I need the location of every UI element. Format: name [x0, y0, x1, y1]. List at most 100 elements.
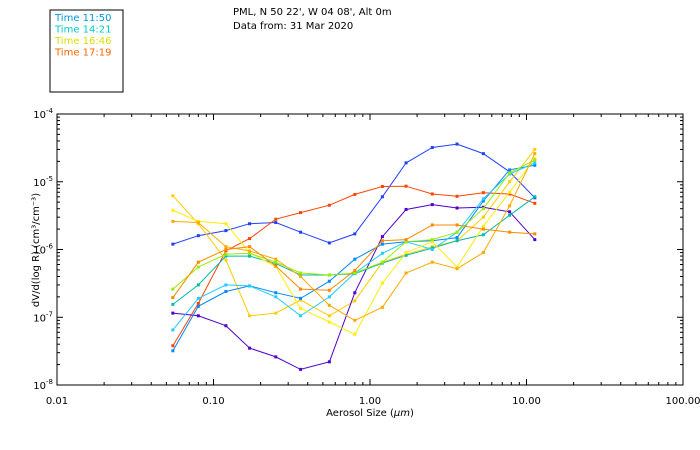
data-point	[171, 344, 175, 348]
data-point	[481, 251, 485, 255]
data-point	[196, 221, 200, 225]
data-point	[224, 245, 228, 249]
data-point	[171, 219, 175, 223]
data-point	[171, 208, 175, 212]
data-point	[380, 260, 384, 264]
data-point	[508, 230, 512, 234]
legend-entry: Time 17:19	[54, 48, 111, 59]
data-point	[327, 303, 331, 307]
data-point	[508, 190, 512, 194]
data-point	[327, 320, 331, 324]
data-point	[455, 267, 459, 271]
data-point	[327, 295, 331, 299]
data-point	[224, 283, 228, 287]
data-point	[533, 163, 537, 167]
data-point	[248, 222, 252, 226]
data-point	[508, 204, 512, 208]
data-point	[481, 224, 485, 228]
data-point	[274, 257, 278, 261]
data-point	[404, 253, 408, 257]
data-point	[508, 213, 512, 217]
data-point	[455, 265, 459, 269]
data-point	[404, 161, 408, 165]
data-point	[224, 252, 228, 256]
data-point	[224, 222, 228, 226]
data-point	[430, 260, 434, 264]
data-point	[248, 254, 252, 258]
data-point	[508, 171, 512, 175]
station-info: PML, N 50 22', W 04 08', Alt 0m	[233, 7, 392, 18]
data-point	[248, 249, 252, 253]
data-point	[171, 194, 175, 198]
data-point	[171, 328, 175, 332]
data-point	[274, 217, 278, 221]
data-point	[380, 235, 384, 239]
data-point	[248, 245, 252, 249]
data-point	[353, 299, 357, 303]
data-point	[481, 215, 485, 219]
data-point	[274, 260, 278, 264]
data-point	[508, 168, 512, 172]
data-point	[404, 251, 408, 255]
data-point	[481, 191, 485, 195]
data-point	[380, 305, 384, 309]
data-point	[533, 232, 537, 236]
data-point	[274, 295, 278, 299]
data-point	[533, 161, 537, 165]
x-tick-label: 0.10	[202, 396, 224, 407]
data-point	[171, 302, 175, 306]
data-point	[171, 349, 175, 353]
data-point	[508, 180, 512, 184]
data-point	[353, 257, 357, 261]
data-point	[353, 192, 357, 196]
data-point	[533, 147, 537, 151]
data-point	[196, 314, 200, 318]
data-point	[248, 284, 252, 288]
data-point	[455, 223, 459, 227]
data-point	[430, 203, 434, 207]
data-point	[380, 251, 384, 255]
data-point	[299, 296, 303, 300]
data-point	[455, 206, 459, 210]
data-point	[327, 279, 331, 283]
data-point	[327, 288, 331, 292]
data-point	[481, 233, 485, 237]
y-tick-label: 10-6	[33, 243, 53, 257]
data-point	[327, 203, 331, 207]
data-point	[248, 237, 252, 241]
data-point	[380, 281, 384, 285]
data-point	[196, 304, 200, 308]
data-point	[404, 238, 408, 242]
data-point	[353, 232, 357, 236]
data-point	[481, 197, 485, 201]
data-point	[248, 251, 252, 255]
data-point	[455, 142, 459, 146]
x-tick-label: 10.00	[512, 396, 541, 407]
series-layer	[171, 142, 537, 371]
data-point	[171, 242, 175, 246]
data-point	[508, 192, 512, 196]
data-point	[274, 291, 278, 295]
data-point	[171, 311, 175, 315]
x-tick-label: 100.00	[666, 396, 700, 407]
data-point	[299, 306, 303, 310]
data-point	[380, 242, 384, 246]
data-point	[299, 230, 303, 234]
data-point	[430, 192, 434, 196]
data-point	[299, 287, 303, 291]
data-point	[224, 254, 228, 258]
data-point	[196, 301, 200, 305]
data-point	[430, 238, 434, 242]
data-point	[327, 273, 331, 277]
plot-frame	[56, 113, 684, 386]
data-point	[533, 201, 537, 205]
data-point	[248, 346, 252, 350]
data-point	[327, 241, 331, 245]
legend-entry: Time 14:21	[54, 25, 111, 36]
data-point	[430, 240, 434, 244]
data-point	[455, 239, 459, 243]
data-point	[327, 360, 331, 364]
data-date: Data from: 31 Mar 2020	[233, 21, 353, 32]
